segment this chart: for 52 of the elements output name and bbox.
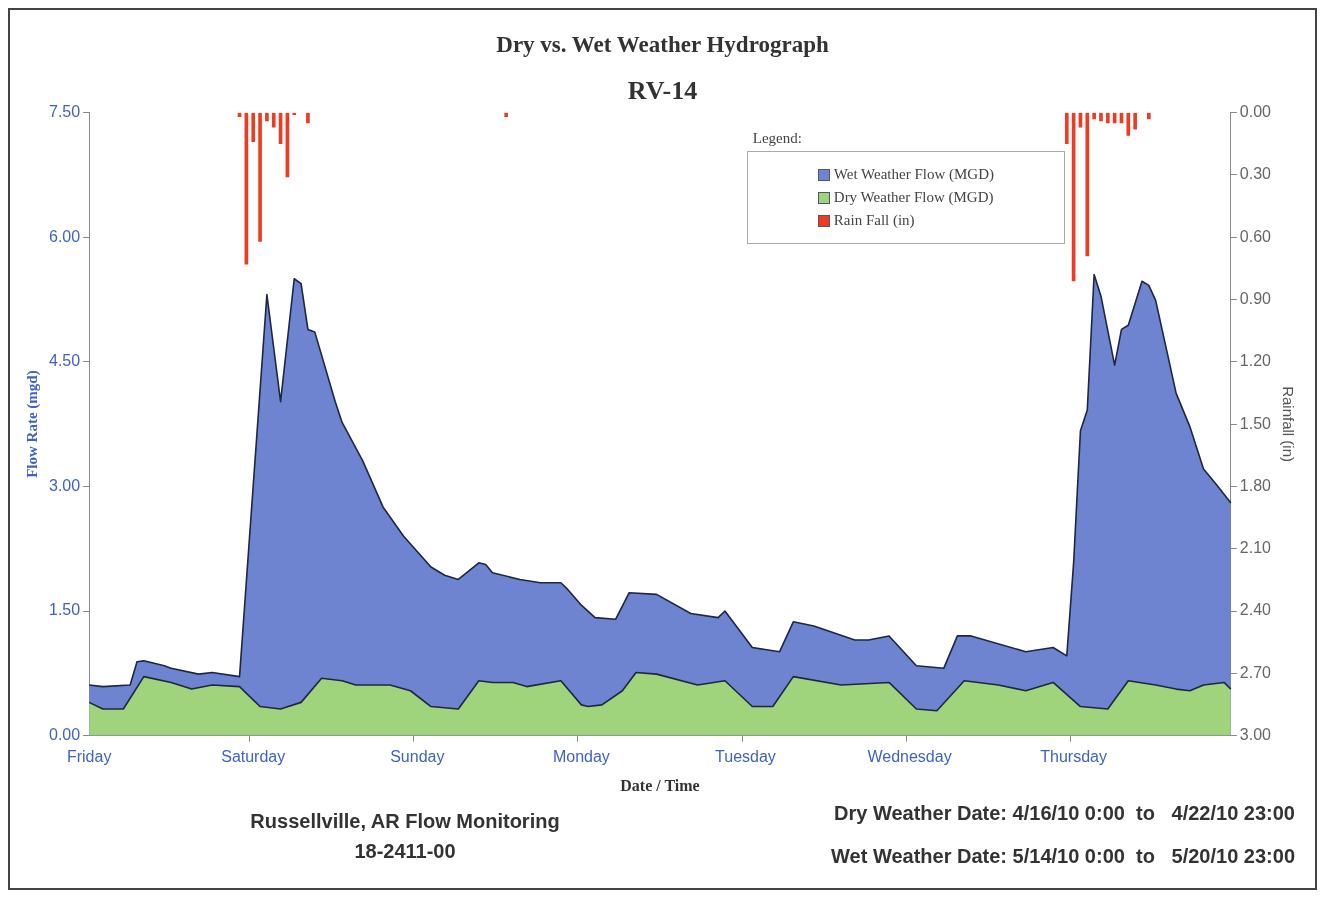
bar bbox=[1133, 112, 1137, 130]
chart-subtitle: RV-14 bbox=[627, 76, 698, 105]
y2-tick-label: 0.30 bbox=[1239, 165, 1272, 183]
text: Russellville, AR Flow Monitoring bbox=[249, 809, 561, 834]
y2-tick-label: 2.40 bbox=[1239, 601, 1272, 619]
y2-tick-label: 2.70 bbox=[1239, 663, 1272, 681]
bar bbox=[251, 112, 256, 142]
bar bbox=[504, 112, 509, 118]
y-tick-label: 4.50 bbox=[49, 352, 81, 370]
bar bbox=[1064, 112, 1069, 145]
text: Dry Weather Date: 4/16/10 0:00 to 4/22/10 23:00 bbox=[833, 802, 1295, 825]
y-tick-label: 3.00 bbox=[49, 476, 81, 494]
bar bbox=[258, 112, 262, 242]
y2-tick-label: 1.20 bbox=[1239, 352, 1272, 370]
legend-label: Rain Fall (in) bbox=[833, 212, 915, 229]
x-tick-label: Saturday bbox=[221, 747, 286, 765]
y2-tick-label: 1.80 bbox=[1239, 476, 1272, 494]
x-tick-label: Tuesday bbox=[715, 747, 776, 765]
y2-tick-label: 0.60 bbox=[1239, 227, 1272, 245]
legend-title: Legend: bbox=[752, 130, 803, 147]
text: Wet Weather Date: 5/14/10 0:00 to 5/20/10 23:00 bbox=[831, 845, 1295, 868]
bar bbox=[306, 112, 310, 124]
x-tick-label: Thursday bbox=[1040, 747, 1107, 765]
bar bbox=[271, 112, 276, 128]
bar bbox=[1099, 112, 1103, 122]
bar bbox=[1146, 112, 1151, 120]
y-tick-label: 1.50 bbox=[49, 601, 81, 619]
y2-axis-title: Rainfall (in) bbox=[1279, 386, 1297, 463]
y2-tick-label: 0.00 bbox=[1239, 103, 1272, 121]
legend-label: Dry Weather Flow (MGD) bbox=[833, 189, 994, 206]
y-axis-title: Flow Rate (mgd) bbox=[23, 370, 41, 478]
x-tick-label: Wednesday bbox=[867, 747, 952, 765]
bar bbox=[265, 112, 269, 122]
y-tick-label: 7.50 bbox=[49, 103, 81, 121]
bar bbox=[292, 112, 297, 116]
y2-tick-label: 3.00 bbox=[1239, 726, 1272, 744]
y2-tick-label: 0.90 bbox=[1239, 289, 1272, 307]
text: 18-2411-00 bbox=[353, 839, 457, 864]
bar bbox=[1085, 112, 1090, 257]
x-tick-label: Sunday bbox=[390, 747, 445, 765]
x-tick-label: Monday bbox=[552, 747, 610, 765]
x-tick-label: Friday bbox=[66, 747, 112, 765]
x-axis-title: Date / Time bbox=[620, 776, 700, 794]
y2-tick-label: 1.50 bbox=[1239, 414, 1272, 432]
bar bbox=[1105, 112, 1110, 124]
legend-label: Wet Weather Flow (MGD) bbox=[833, 166, 994, 183]
bar bbox=[1126, 112, 1131, 136]
chart-title: Dry vs. Wet Weather Hydrograph bbox=[495, 32, 830, 58]
y-tick-label: 0.00 bbox=[49, 726, 81, 744]
y-tick-label: 6.00 bbox=[49, 227, 81, 245]
bar bbox=[1092, 112, 1096, 120]
y2-tick-label: 2.10 bbox=[1239, 539, 1272, 557]
